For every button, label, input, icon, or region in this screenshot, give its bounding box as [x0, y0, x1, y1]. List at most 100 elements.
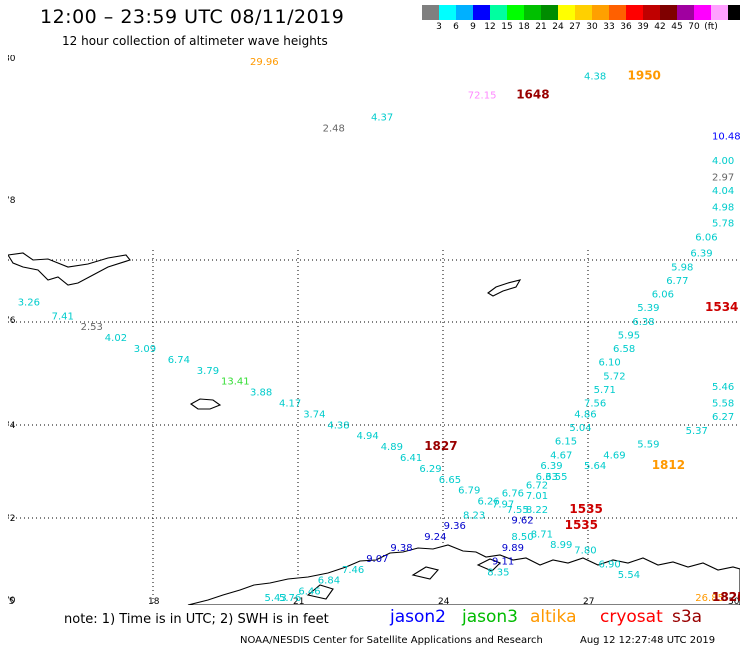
latitude-label: 80	[8, 55, 16, 64]
wave-height-label: 5.46	[712, 382, 734, 393]
wave-height-label: 5.59	[637, 439, 659, 450]
colorbar-swatch	[422, 5, 439, 20]
page-title: 12:00 – 23:59 UTC 08/11/2019	[40, 6, 345, 28]
colorbar-tick-label: 70	[688, 22, 700, 32]
wave-height-label: 5.98	[671, 262, 693, 273]
wave-height-label: 3.79	[197, 366, 219, 377]
wave-height-label: 6.79	[458, 486, 480, 497]
wave-height-label: 6.33	[536, 472, 558, 483]
wave-height-label: 2.48	[323, 123, 345, 134]
latitude-labels: 80 78 76 74 72 70	[8, 55, 16, 605]
pass-time-label: 1827	[424, 439, 457, 453]
colorbar-tick-label: 45	[671, 22, 683, 32]
wave-height-label: 6.38	[632, 317, 654, 328]
latitude-label: 78	[8, 196, 16, 206]
colorbar-swatch	[473, 5, 490, 20]
wave-height-label: 6.39	[690, 249, 712, 260]
wave-height-label: 13.41	[221, 377, 250, 388]
wave-height-label: 4.86	[574, 409, 596, 420]
colorbar-tick-label: 33	[603, 22, 615, 32]
norway-island	[476, 558, 501, 572]
wave-height-label: 7.97	[492, 499, 514, 510]
wave-height-label: 9.07	[366, 554, 388, 565]
colorbar-swatch	[541, 5, 558, 20]
colorbar-tick-label: 6	[453, 22, 459, 32]
wave-height-label: 5.71	[594, 385, 616, 396]
pass-time-label: 1535	[565, 518, 598, 532]
longitude-label: 30	[728, 597, 740, 605]
wave-height-label: 72.15	[468, 91, 497, 102]
colorbar-swatch	[660, 5, 677, 20]
footer-credit: NOAA/NESDIS Center for Satellite Applica…	[240, 635, 543, 646]
wave-height-label: 9.36	[444, 521, 466, 532]
wave-height-label: 5.04	[569, 423, 591, 434]
wave-height-label: 4.89	[381, 442, 403, 453]
colorbar-swatch	[626, 5, 643, 20]
wave-height-label: 3.26	[18, 298, 40, 309]
wave-height-label: 10.48	[712, 132, 740, 143]
wave-height-label: 7.56	[584, 399, 606, 410]
wave-height-label: 6.55	[545, 472, 567, 483]
wave-height-label: 4.04	[712, 186, 734, 197]
legend-s3a: s3a	[672, 607, 703, 627]
colorbar-tick-label: 9	[470, 22, 476, 32]
wave-height-label: 6.74	[168, 355, 190, 366]
colorbar-swatch	[507, 5, 524, 20]
wave-height-label: 9.11	[492, 557, 514, 568]
pass-time-label: 1812	[652, 458, 685, 472]
wave-height-label: 7.01	[526, 491, 548, 502]
wave-height-label: 9.38	[390, 543, 412, 554]
svalbard-coast	[8, 252, 131, 286]
wave-height-label: 4.02	[105, 333, 127, 344]
colorbar-tick-label: 15	[501, 22, 513, 32]
wave-height-label: 9.62	[511, 516, 533, 527]
wave-height-label: 9.89	[502, 543, 524, 554]
wave-height-label: 7.55	[507, 505, 529, 516]
pass-time-label: 1648	[516, 88, 549, 102]
wave-height-label: 4.00	[712, 156, 734, 167]
wave-height-label: 5.72	[603, 371, 625, 382]
colorbar-swatch	[677, 5, 694, 20]
wave-height-label: 6.26	[478, 497, 500, 508]
wave-height-label: 5.58	[712, 399, 734, 410]
wave-height-label: 6.76	[502, 488, 524, 499]
latitude-label: 72	[8, 514, 15, 524]
longitude-labels: 15 18 21 24 27 30	[8, 597, 740, 605]
wave-height-label: 4.69	[603, 450, 625, 461]
wave-height-label: 8.50	[511, 532, 533, 543]
colorbar-swatch	[592, 5, 609, 20]
latitude-label: 74	[8, 421, 16, 431]
wave-height-label: 6.29	[419, 464, 441, 475]
wave-height-label: 3.88	[250, 388, 272, 399]
wave-height-label: 7.41	[52, 311, 74, 322]
wave-height-label: 5.95	[618, 330, 640, 341]
wave-height-label: 5.78	[712, 219, 734, 230]
colorbar-ticks: 3 6 9 12 15 18 21 24 27 30 33 36 39 42 45 70 (ft)	[422, 22, 740, 34]
colorbar-tick-label: 42	[654, 22, 666, 32]
wave-height-label: 5.39	[637, 303, 659, 314]
pass-time-label: 1535	[569, 502, 602, 516]
colorbar-tick-label: 36	[620, 22, 632, 32]
wave-height-label: 26.85	[695, 593, 724, 604]
wave-height-label: 6.77	[666, 276, 688, 287]
wave-height-label: 6.06	[652, 290, 674, 301]
wave-height-label: 8.22	[526, 505, 548, 516]
wave-height-label: 6.58	[613, 344, 635, 355]
page-subtitle: 12 hour collection of altimeter wave hei…	[62, 34, 328, 48]
norway-island	[306, 584, 334, 600]
wave-height-label: 2.97	[712, 172, 734, 183]
norway-island	[411, 566, 440, 580]
wave-height-label: 6.65	[439, 475, 461, 486]
wave-height-label: 5.54	[618, 570, 640, 581]
longitude-label: 15	[8, 597, 14, 605]
wave-height-label: 6.84	[318, 576, 340, 587]
colorbar	[422, 5, 740, 20]
wave-height-label: 2.53	[81, 322, 103, 333]
colorbar-swatch	[439, 5, 456, 20]
wave-height-label: 6.10	[599, 358, 621, 369]
wave-height-label: 3.09	[134, 344, 156, 355]
colorbar-tick-label: 3	[436, 22, 442, 32]
colorbar-tick-label: 21	[535, 22, 547, 32]
legend-cryosat: cryosat	[600, 607, 663, 627]
wave-height-label: 5.37	[686, 426, 708, 437]
